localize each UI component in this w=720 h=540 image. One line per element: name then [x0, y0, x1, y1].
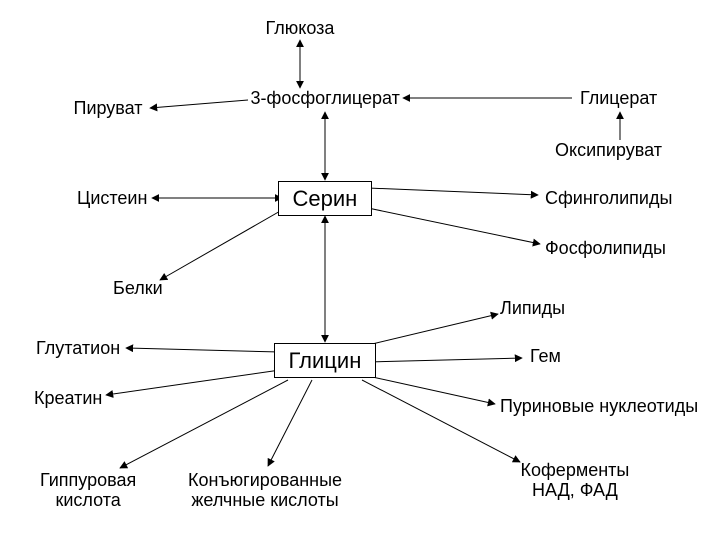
node-glutathione: Глутатион [36, 338, 120, 359]
node-purine: Пуриновые нуклеотиды [500, 396, 698, 417]
edge-11 [126, 348, 280, 352]
node-oxypyruvate: Оксипируват [555, 140, 662, 161]
node-phosphoglycerate: 3-фосфоглицерат [251, 88, 400, 109]
edge-8 [160, 210, 282, 280]
node-glycine: Глицин [274, 343, 377, 378]
edge-10 [368, 314, 498, 345]
node-pyruvate: Пируват [74, 98, 143, 119]
node-sphingolipids: Сфинголипиды [545, 188, 672, 209]
node-phospholipids: Фосфолипиды [545, 238, 666, 259]
edge-14 [368, 376, 495, 404]
edge-1 [150, 100, 248, 108]
node-glycerate: Глицерат [580, 88, 657, 109]
edge-15 [120, 380, 288, 468]
edge-6 [368, 188, 538, 195]
node-bile: Конъюгированныежелчные кислоты [188, 470, 342, 511]
node-cysteine: Цистеин [77, 188, 147, 209]
edge-13 [106, 370, 280, 395]
node-serine: Серин [278, 181, 373, 216]
node-glucose: Глюкоза [266, 18, 335, 39]
edge-7 [368, 208, 540, 244]
node-hippuric: Гиппуроваякислота [40, 470, 136, 511]
node-proteins: Белки [113, 278, 163, 299]
node-creatine: Креатин [34, 388, 102, 409]
node-lipids: Липиды [500, 298, 565, 319]
edge-12 [368, 358, 522, 362]
node-heme: Гем [530, 346, 561, 367]
edge-16 [268, 380, 312, 466]
edge-17 [362, 380, 520, 462]
node-coenzymes: КоферментыНАД, ФАД [521, 460, 630, 501]
diagram-canvas: Глюкоза 3-фосфоглицерат Глицерат Пируват Окс… [0, 0, 720, 540]
